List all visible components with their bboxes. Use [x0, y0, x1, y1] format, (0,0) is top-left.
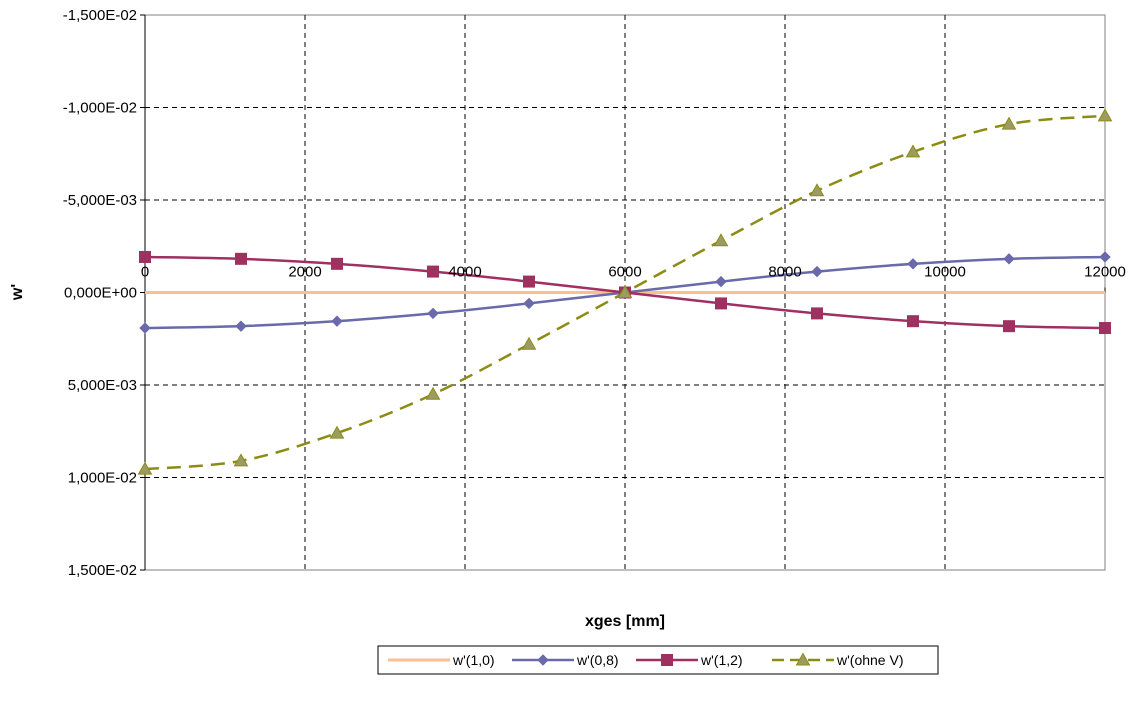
data-point: [811, 265, 823, 278]
data-point: [331, 257, 343, 270]
y-axis-title: w': [9, 284, 26, 301]
x-tick-label: 8000: [768, 264, 801, 281]
data-point: [139, 250, 151, 263]
data-point: [137, 461, 153, 475]
data-point: [713, 233, 729, 247]
series-group: [137, 108, 1113, 475]
data-point: [1003, 320, 1015, 333]
legend-label: w'(1,2): [700, 652, 743, 668]
data-point: [617, 284, 633, 298]
data-point: [523, 275, 535, 288]
data-point: [907, 315, 919, 328]
data-point: [523, 297, 535, 310]
y-tick-label: -1,000E-02: [63, 100, 137, 117]
x-tick-label: 6000: [608, 264, 641, 281]
legend-item-1: w'(1,0): [388, 652, 495, 668]
x-tick-label: 4000: [448, 264, 481, 281]
x-axis-ticks: 0 2000 4000 6000 8000 10000 12000: [141, 264, 1126, 281]
x-tick-label: 2000: [288, 264, 321, 281]
data-point: [1001, 116, 1017, 130]
data-point: [233, 453, 249, 467]
data-point: [1099, 251, 1111, 263]
data-point: [715, 275, 727, 288]
legend-marker: [795, 652, 811, 666]
data-point: [809, 183, 825, 197]
y-tick-label: 0,000E+00: [64, 285, 137, 302]
x-tick-label: 12000: [1084, 264, 1126, 281]
y-tick-label: 1,500E-02: [68, 562, 137, 579]
y-tick-label: 1,000E-02: [68, 470, 137, 487]
y-tick-label: 5,000E-03: [68, 377, 137, 394]
data-point: [811, 307, 823, 320]
legend-label: w'(0,8): [576, 652, 619, 668]
data-point: [521, 336, 537, 350]
x-tick-label: 10000: [924, 264, 966, 281]
series-4: [137, 108, 1113, 475]
y-tick-label: -1,500E-02: [63, 7, 137, 24]
data-point: [1097, 108, 1113, 122]
data-point: [329, 425, 345, 439]
data-point: [139, 322, 151, 334]
y-axis-ticks: -1,500E-02 -1,000E-02 -5,000E-03 0,000E+00 5…: [63, 7, 145, 579]
data-point: [1099, 322, 1111, 335]
x-axis-title: xges [mm]: [585, 613, 665, 630]
legend-label: w'(ohne V): [836, 652, 903, 668]
x-tick-label: 0: [141, 264, 149, 281]
data-point: [427, 307, 439, 320]
data-point: [1003, 253, 1015, 265]
data-point: [907, 258, 919, 270]
legend-marker: [537, 654, 549, 666]
data-point: [425, 386, 441, 400]
legend-item-2: w'(0,8): [512, 652, 619, 668]
legend-label: w'(1,0): [452, 652, 495, 668]
y-tick-label: -5,000E-03: [63, 192, 137, 209]
data-point: [715, 297, 727, 310]
grid: [145, 15, 1105, 570]
data-point: [905, 144, 921, 158]
data-point: [235, 320, 247, 332]
legend-item-4: w'(ohne V): [772, 652, 903, 668]
legend-marker: [661, 654, 673, 666]
data-point: [427, 265, 439, 278]
data-point: [235, 252, 247, 265]
legend-item-3: w'(1,2): [636, 652, 743, 668]
data-point: [331, 315, 343, 327]
legend: w'(1,0) w'(0,8) w'(1,2) w'(ohne V): [377, 645, 939, 675]
